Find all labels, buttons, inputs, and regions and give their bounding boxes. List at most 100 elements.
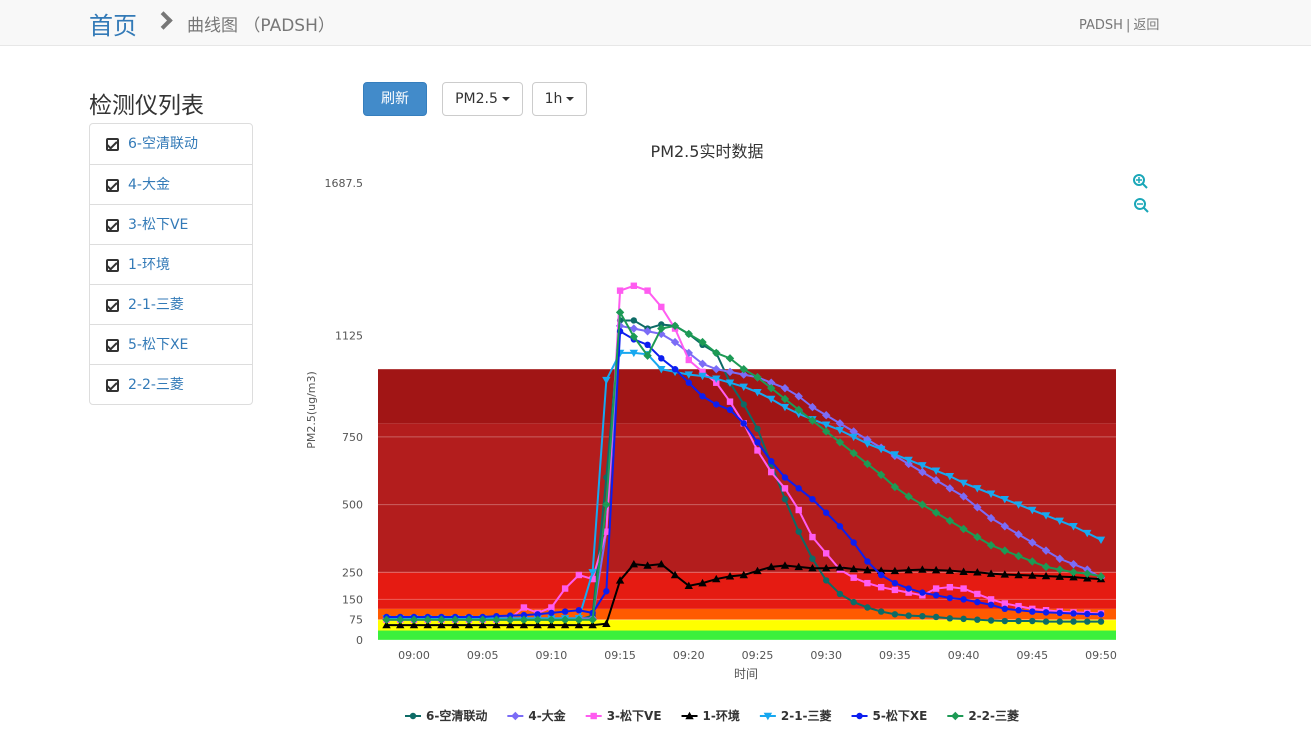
data-point <box>644 287 651 294</box>
data-point <box>973 503 982 512</box>
legend-item[interactable]: 5-松下XE <box>851 708 928 723</box>
data-point <box>808 416 817 425</box>
data-point <box>959 479 968 488</box>
range-dropdown[interactable]: 1h <box>532 82 587 116</box>
device-item[interactable]: 6-空清联动 <box>90 124 252 164</box>
data-point <box>382 620 391 629</box>
y-tick-label: 500 <box>342 499 363 512</box>
legend-label: 6-空清联动 <box>426 708 487 723</box>
data-point <box>685 356 692 364</box>
data-point <box>932 585 940 592</box>
data-point <box>657 559 666 568</box>
data-point <box>904 492 913 501</box>
device-item[interactable]: 2-1-三菱 <box>90 284 252 324</box>
data-point <box>946 594 954 602</box>
plot-band <box>378 630 1116 640</box>
data-point <box>1028 557 1037 566</box>
plot-band <box>378 608 1116 620</box>
series <box>382 308 1106 624</box>
device-item[interactable]: 3-松下VE <box>90 204 252 244</box>
data-point <box>808 564 817 572</box>
data-point <box>835 563 845 571</box>
data-point <box>670 337 680 347</box>
data-point <box>835 438 845 447</box>
legend-symbol <box>856 712 863 720</box>
data-point <box>1097 611 1105 618</box>
data-point <box>863 459 872 469</box>
data-point <box>821 427 831 436</box>
data-point <box>905 612 912 619</box>
data-point <box>1014 501 1023 509</box>
x-tick-label: 09:30 <box>810 649 842 662</box>
data-point <box>795 528 802 535</box>
home-link[interactable]: 首页 <box>89 12 137 40</box>
user-name[interactable]: PADSH <box>1079 18 1123 33</box>
data-point <box>821 564 831 572</box>
legend-item[interactable]: 2-2-三菱 <box>947 708 1019 723</box>
data-point <box>931 467 941 475</box>
y-tick-label: 1125 <box>335 329 363 342</box>
data-point <box>1055 517 1064 526</box>
device-item[interactable]: 2-2-三菱 <box>90 364 252 404</box>
device-item[interactable]: 1-环境 <box>90 244 252 284</box>
data-point <box>932 592 940 599</box>
y-axis-label: PM2.5(ug/m3) <box>305 371 318 449</box>
data-point <box>437 620 446 629</box>
data-point <box>740 420 747 427</box>
data-point <box>849 564 858 573</box>
data-point <box>863 440 872 448</box>
data-point <box>780 394 790 404</box>
legend-symbol <box>511 711 520 721</box>
device-item[interactable]: 4-大金 <box>90 164 252 204</box>
data-point <box>1028 571 1037 579</box>
x-tick-label: 09:35 <box>879 649 911 662</box>
y-tick-label: 0 <box>356 634 363 647</box>
data-point <box>739 570 748 579</box>
data-point <box>767 378 776 387</box>
data-point <box>1055 554 1064 563</box>
data-point <box>629 332 639 341</box>
pollutant-dropdown[interactable]: PM2.5 <box>442 82 523 116</box>
legend-item[interactable]: 2-1-三菱 <box>759 708 832 723</box>
data-point <box>767 562 776 571</box>
data-point <box>849 427 858 436</box>
data-point <box>712 364 721 374</box>
data-point <box>1097 618 1105 625</box>
legend-item[interactable]: 4-大金 <box>507 708 567 723</box>
data-point <box>919 612 926 620</box>
legend-item[interactable]: 3-松下VE <box>585 708 662 723</box>
data-point <box>699 368 706 376</box>
data-point <box>560 615 570 624</box>
refresh-button[interactable]: 刷新 <box>363 82 427 116</box>
breadcrumb: 曲线图 （PADSH） <box>187 16 335 36</box>
data-point <box>1083 569 1092 578</box>
back-link[interactable]: 返回 <box>1133 18 1160 33</box>
data-point <box>1069 572 1078 581</box>
data-point <box>382 615 391 624</box>
data-point <box>932 613 940 621</box>
data-point <box>753 566 762 575</box>
data-point <box>615 576 625 584</box>
x-tick-label: 09:50 <box>1085 649 1117 662</box>
data-point <box>712 574 721 583</box>
device-item[interactable]: 5-松下XE <box>90 324 252 364</box>
data-point <box>1014 530 1023 539</box>
data-point <box>904 456 913 465</box>
legend-item[interactable]: 1-环境 <box>681 708 740 723</box>
zoom-out[interactable] <box>1134 198 1149 213</box>
data-point <box>836 590 844 598</box>
data-point <box>821 421 831 429</box>
header: 首页 曲线图 （PADSH） PADSH | 返回 <box>0 0 1311 46</box>
data-point <box>712 375 721 383</box>
data-point <box>1042 609 1050 616</box>
data-point <box>561 585 569 592</box>
zoom-in[interactable] <box>1133 174 1148 189</box>
data-point <box>396 615 405 624</box>
data-point <box>451 620 460 629</box>
data-point <box>1069 568 1078 577</box>
data-point <box>1070 618 1077 625</box>
data-point <box>547 620 556 629</box>
data-point <box>973 568 982 576</box>
data-point <box>891 579 899 587</box>
legend-item[interactable]: 6-空清联动 <box>405 708 487 723</box>
